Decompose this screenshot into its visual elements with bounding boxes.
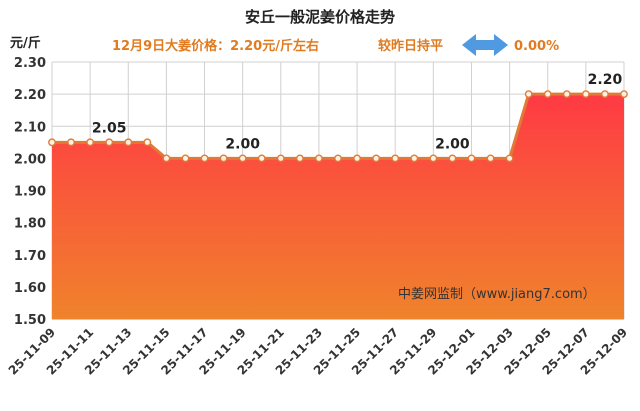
data-point: [200, 154, 209, 163]
y-tick-label: 1.80: [14, 217, 46, 232]
data-point: [315, 154, 323, 163]
data-point: [295, 154, 304, 163]
data-point: [162, 154, 171, 163]
data-point: [219, 154, 228, 163]
data-point: [143, 138, 152, 147]
data-point: [581, 90, 590, 99]
data-labels: 2.05 2.00 2.00 2.20: [92, 72, 623, 152]
data-point: [334, 154, 342, 163]
data-point: [238, 154, 247, 163]
chart-title: 安丘一般泥姜价格走势: [245, 8, 395, 26]
y-tick-label: 2.30: [14, 56, 46, 71]
data-point: [48, 138, 56, 147]
y-tick-label: 2.10: [14, 120, 46, 135]
data-point: [124, 138, 133, 147]
data-point: [86, 138, 95, 147]
y-tick-label: 1.50: [14, 313, 46, 328]
y-axis-labels: 1.50 1.60 1.70 1.80 1.90 2.00 2.10 2.20 2.30: [14, 56, 46, 328]
y-axis-unit: 元/斤: [10, 35, 41, 51]
data-point: [467, 154, 476, 163]
data-point: [429, 154, 438, 163]
y-tick-label: 2.00: [14, 152, 46, 167]
data-point: [601, 90, 609, 99]
data-label: 2.05: [92, 120, 127, 136]
y-tick-label: 2.20: [14, 88, 46, 103]
data-point: [543, 90, 552, 99]
compare-text: 较昨日持平: [378, 38, 443, 54]
data-label: 2.20: [588, 72, 623, 88]
watermark: 中姜网监制（www.jiang7.com）: [398, 287, 596, 302]
change-percent: 0.00%: [514, 39, 559, 54]
data-point: [505, 154, 514, 163]
y-tick-label: 1.70: [14, 249, 46, 264]
data-point: [448, 154, 457, 163]
data-point: [67, 138, 75, 147]
area-fill: [52, 94, 624, 319]
data-point: [276, 154, 285, 163]
data-point: [410, 154, 419, 163]
data-markers: [48, 90, 628, 163]
data-label: 2.00: [225, 136, 260, 152]
data-point: [257, 154, 266, 163]
data-point: [353, 154, 361, 163]
data-point: [372, 154, 381, 163]
data-point: [181, 154, 190, 163]
data-point: [486, 154, 495, 163]
y-tick-label: 1.60: [14, 281, 46, 296]
data-point: [105, 138, 114, 147]
data-point: [620, 90, 628, 99]
x-axis-labels: 25-11-0925-11-1125-11-1325-11-1525-11-17…: [6, 325, 630, 377]
price-summary: 12月9日大姜价格：2.20元/斤左右: [112, 38, 319, 54]
data-label: 2.00: [435, 136, 470, 152]
data-point: [524, 90, 533, 99]
data-point: [391, 154, 400, 163]
data-point: [562, 90, 571, 99]
left-right-arrow-icon: [462, 34, 508, 56]
y-tick-label: 1.90: [14, 185, 46, 200]
